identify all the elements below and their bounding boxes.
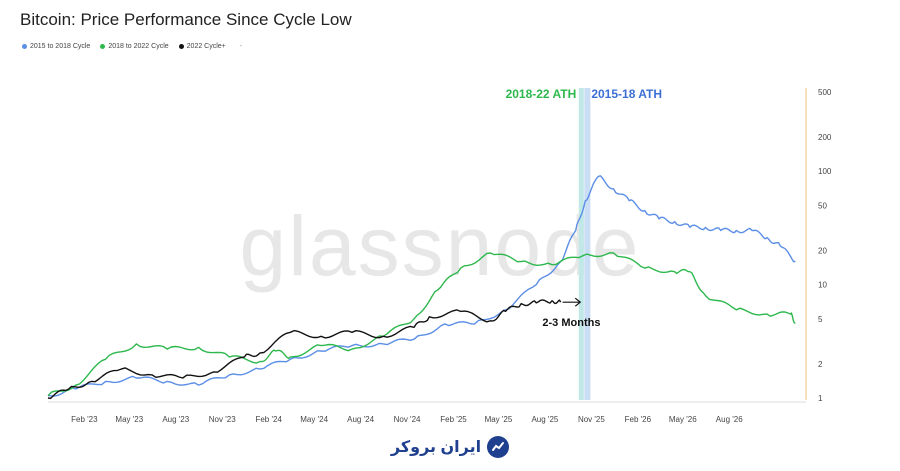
x-tick-label: May '23 — [115, 415, 143, 424]
brand-footer: ایران بروکر — [0, 436, 900, 458]
x-tick-label: Nov '23 — [209, 415, 236, 424]
x-tick-label: May '25 — [485, 415, 513, 424]
legend-label-2022: 2022 Cycle+ — [186, 43, 226, 50]
x-tick-label: May '26 — [669, 415, 697, 424]
series-line-1 — [47, 252, 796, 397]
watermark: glassnode — [240, 199, 641, 293]
annotation-2018-ath: 2018-22 ATH — [506, 87, 577, 101]
y-tick-label: 2 — [818, 360, 823, 369]
chart-title: Bitcoin: Price Performance Since Cycle L… — [20, 10, 352, 29]
legend-dot-2015 — [22, 44, 27, 49]
ath-band-1 — [584, 88, 591, 400]
x-tick-label: May '24 — [300, 415, 328, 424]
annotation-months: 2-3 Months — [542, 317, 600, 329]
legend-label-2018: 2018 to 2022 Cycle — [108, 43, 169, 50]
x-tick-label: Feb '23 — [71, 415, 98, 424]
brand-name: ایران بروکر — [390, 439, 482, 456]
x-tick-label: Feb '26 — [625, 415, 652, 424]
arrow-head — [574, 297, 582, 307]
legend-item-2022-cycle[interactable]: 2022 Cycle+ — [178, 43, 226, 50]
y-tick-label: 10 — [818, 281, 827, 290]
ath-band-0 — [578, 88, 584, 400]
legend-item-2015-cycle[interactable]: 2015 to 2018 Cycle — [22, 43, 90, 50]
x-tick-label: Aug '24 — [347, 415, 374, 424]
legend-dot-2022 — [178, 44, 184, 49]
legend-label-2015: 2015 to 2018 Cycle — [30, 43, 91, 50]
ath-bands — [578, 88, 591, 400]
y-axis-ticks: 1 2 5 10 20 50 100 200 500 — [818, 88, 832, 403]
x-axis-ticks: Feb '23 May '23 Aug '23 Nov '23 Feb '24 May '… — [71, 415, 743, 424]
x-tick-label: Nov '25 — [578, 415, 605, 424]
legend: 2015 to 2018 Cycle 2018 to 2022 Cycle 20… — [22, 43, 242, 50]
y-tick-label: 100 — [818, 167, 832, 176]
annotation-2015-ath: 2015-18 ATH — [591, 87, 662, 101]
legend-item-2018-cycle[interactable]: 2018 to 2022 Cycle — [100, 43, 169, 50]
x-tick-label: Nov '24 — [394, 415, 421, 424]
x-tick-label: Aug '25 — [531, 415, 558, 424]
x-tick-label: Feb '25 — [440, 415, 467, 424]
series-line-2 — [47, 299, 562, 400]
legend-extra: - — [239, 43, 243, 50]
y-tick-label: 5 — [818, 315, 823, 324]
series-line-0 — [47, 175, 796, 397]
annotations: 2018-22 ATH 2015-18 ATH 2-3 Months — [506, 87, 662, 329]
chart-trend-icon — [487, 436, 510, 458]
y-tick-label: 1 — [818, 394, 823, 403]
series-lines — [47, 175, 796, 400]
y-tick-label: 50 — [818, 201, 827, 210]
y-tick-label: 200 — [818, 133, 832, 142]
x-tick-label: Aug '23 — [162, 415, 189, 424]
y-tick-label: 500 — [818, 88, 832, 97]
y-tick-label: 20 — [818, 246, 827, 255]
x-tick-label: Feb '24 — [255, 415, 282, 424]
x-tick-label: Aug '26 — [716, 415, 743, 424]
legend-dot-2018 — [100, 44, 106, 49]
